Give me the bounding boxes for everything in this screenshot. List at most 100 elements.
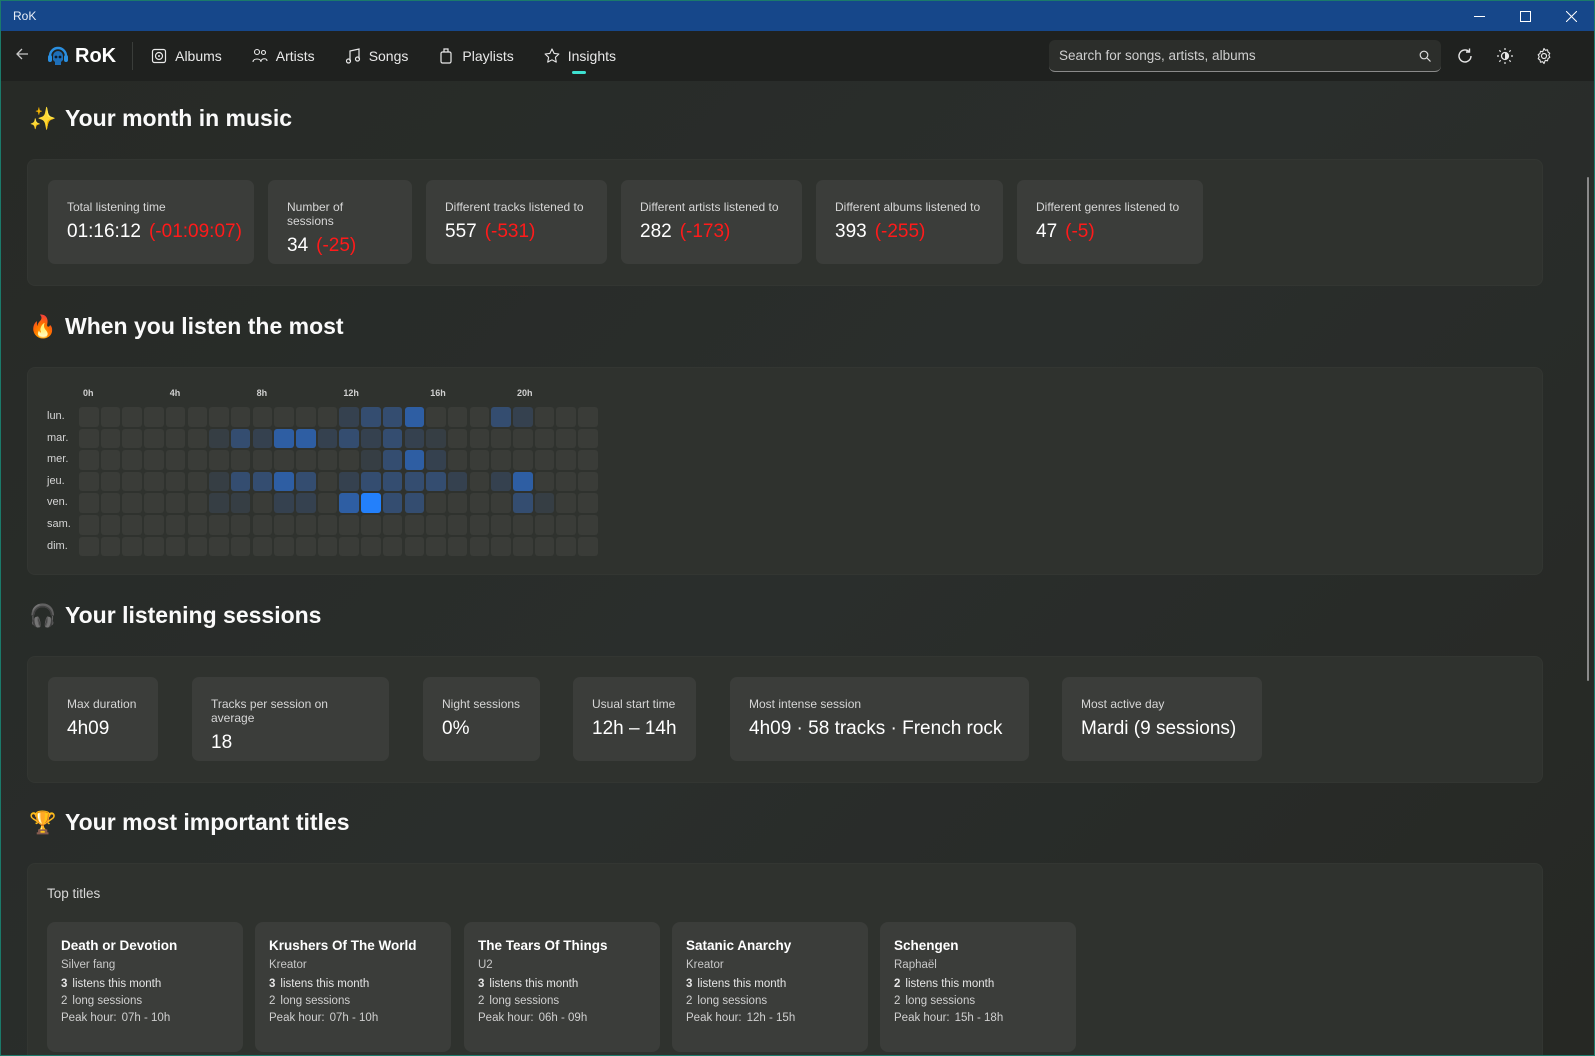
heatmap-cell[interactable] — [296, 515, 316, 535]
heatmap-cell[interactable] — [534, 450, 555, 470]
heatmap-cell[interactable] — [534, 536, 555, 557]
heatmap-cell[interactable] — [513, 471, 533, 492]
search-input[interactable] — [1059, 48, 1419, 63]
heatmap-cell[interactable] — [469, 493, 490, 513]
heatmap-cell[interactable] — [578, 471, 598, 492]
heatmap-cell[interactable] — [578, 407, 598, 427]
heatmap-cell[interactable] — [447, 450, 468, 470]
heatmap-cell[interactable] — [534, 428, 555, 449]
refresh-button[interactable] — [1455, 46, 1475, 66]
heatmap-cell[interactable] — [404, 493, 424, 513]
heatmap-cell[interactable] — [252, 515, 273, 535]
heatmap-cell[interactable] — [513, 536, 533, 557]
heatmap-cell[interactable] — [382, 515, 403, 535]
heatmap-cell[interactable] — [404, 407, 424, 427]
heatmap-cell[interactable] — [274, 515, 294, 535]
maximize-button[interactable] — [1502, 1, 1548, 31]
heatmap-cell[interactable] — [339, 471, 359, 492]
heatmap-cell[interactable] — [469, 515, 490, 535]
heatmap-cell[interactable] — [296, 450, 316, 470]
heatmap-cell[interactable] — [556, 407, 576, 427]
heatmap-cell[interactable] — [230, 493, 251, 513]
heatmap-cell[interactable] — [187, 428, 207, 449]
nav-artists[interactable]: Artists — [252, 31, 315, 81]
heatmap-cell[interactable] — [447, 428, 468, 449]
heatmap-cell[interactable] — [144, 428, 164, 449]
heatmap-cell[interactable] — [426, 428, 446, 449]
heatmap-cell[interactable] — [187, 471, 207, 492]
heatmap-cell[interactable] — [79, 493, 99, 513]
heatmap-cell[interactable] — [100, 407, 121, 427]
heatmap-cell[interactable] — [404, 536, 424, 557]
heatmap-cell[interactable] — [296, 471, 316, 492]
heatmap-cell[interactable] — [122, 428, 142, 449]
heatmap-cell[interactable] — [578, 493, 598, 513]
heatmap-cell[interactable] — [187, 493, 207, 513]
heatmap-cell[interactable] — [165, 450, 186, 470]
heatmap-cell[interactable] — [230, 536, 251, 557]
heatmap-cell[interactable] — [274, 428, 294, 449]
heatmap-cell[interactable] — [556, 450, 576, 470]
heatmap-cell[interactable] — [209, 471, 229, 492]
heatmap-cell[interactable] — [165, 515, 186, 535]
heatmap-cell[interactable] — [382, 450, 403, 470]
heatmap-cell[interactable] — [361, 407, 381, 427]
search-box[interactable] — [1049, 40, 1441, 72]
heatmap-cell[interactable] — [578, 428, 598, 449]
heatmap-cell[interactable] — [513, 515, 533, 535]
heatmap-cell[interactable] — [187, 536, 207, 557]
heatmap-cell[interactable] — [361, 471, 381, 492]
heatmap-cell[interactable] — [534, 471, 555, 492]
heatmap-cell[interactable] — [534, 493, 555, 513]
heatmap-cell[interactable] — [209, 536, 229, 557]
heatmap-cell[interactable] — [230, 428, 251, 449]
heatmap-cell[interactable] — [513, 407, 533, 427]
heatmap-cell[interactable] — [100, 450, 121, 470]
heatmap-cell[interactable] — [209, 450, 229, 470]
heatmap-cell[interactable] — [209, 407, 229, 427]
heatmap-cell[interactable] — [426, 407, 446, 427]
heatmap-cell[interactable] — [361, 450, 381, 470]
heatmap-cell[interactable] — [513, 493, 533, 513]
heatmap-cell[interactable] — [122, 407, 142, 427]
nav-songs[interactable]: Songs — [345, 31, 408, 81]
heatmap-cell[interactable] — [122, 493, 142, 513]
heatmap-cell[interactable] — [122, 536, 142, 557]
heatmap-cell[interactable] — [209, 428, 229, 449]
heatmap-cell[interactable] — [274, 536, 294, 557]
heatmap-cell[interactable] — [578, 536, 598, 557]
heatmap-cell[interactable] — [469, 407, 490, 427]
heatmap-cell[interactable] — [187, 407, 207, 427]
heatmap-cell[interactable] — [296, 536, 316, 557]
heatmap-cell[interactable] — [144, 515, 164, 535]
title-card[interactable]: Krushers Of The World Kreator 3 listens thi… — [255, 922, 451, 1052]
heatmap-cell[interactable] — [469, 428, 490, 449]
heatmap-cell[interactable] — [296, 407, 316, 427]
vertical-scrollbar[interactable] — [1587, 177, 1589, 681]
heatmap-cell[interactable] — [230, 450, 251, 470]
heatmap-cell[interactable] — [144, 407, 164, 427]
heatmap-cell[interactable] — [79, 536, 99, 557]
nav-albums[interactable]: Albums — [151, 31, 222, 81]
heatmap-cell[interactable] — [100, 536, 121, 557]
heatmap-cell[interactable] — [209, 493, 229, 513]
heatmap-cell[interactable] — [361, 515, 381, 535]
heatmap-cell[interactable] — [556, 536, 576, 557]
heatmap-cell[interactable] — [361, 536, 381, 557]
heatmap-cell[interactable] — [165, 428, 186, 449]
title-card[interactable]: Death or Devotion Silver fang 3 listens thi… — [47, 922, 243, 1052]
heatmap-cell[interactable] — [79, 450, 99, 470]
heatmap-cell[interactable] — [317, 407, 338, 427]
heatmap-cell[interactable] — [144, 493, 164, 513]
heatmap-cell[interactable] — [491, 493, 511, 513]
heatmap-cell[interactable] — [556, 515, 576, 535]
heatmap-cell[interactable] — [404, 450, 424, 470]
heatmap-cell[interactable] — [317, 450, 338, 470]
heatmap-cell[interactable] — [426, 471, 446, 492]
heatmap-cell[interactable] — [556, 471, 576, 492]
heatmap-cell[interactable] — [144, 536, 164, 557]
heatmap-cell[interactable] — [447, 407, 468, 427]
heatmap-cell[interactable] — [491, 515, 511, 535]
heatmap-cell[interactable] — [252, 471, 273, 492]
heatmap-cell[interactable] — [382, 536, 403, 557]
